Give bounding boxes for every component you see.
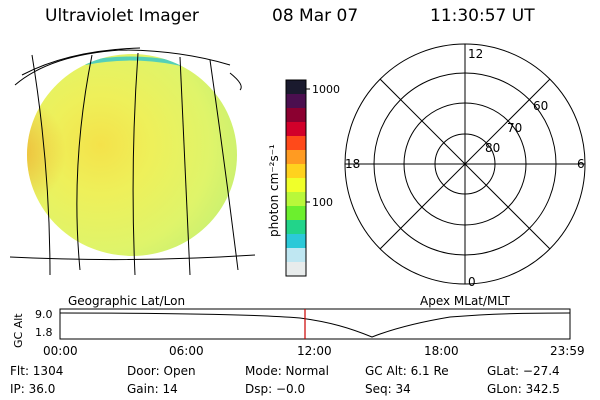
polar-mlat-mlt-plot: 12 18 6 0 60 70 80 — [344, 43, 586, 289]
mlat-label-80: 80 — [485, 141, 500, 155]
orbit-xtick-06: 06:00 — [169, 344, 204, 356]
info-gc-alt: GC Alt: 6.1 Re — [365, 364, 449, 378]
colorbar-tick-100: 100 — [312, 196, 333, 209]
colorbar-tick-1000: 1000 — [312, 83, 340, 96]
colorbar-segment — [286, 234, 306, 249]
orbit-xtick-00: 00:00 — [43, 344, 78, 356]
info-flt: Flt: 1304 — [10, 364, 64, 378]
app-title: Ultraviolet Imager — [45, 6, 199, 26]
colorbar-segment — [286, 164, 306, 179]
orbit-altitude-plot: GC Alt 9.0 1.8 00:00 06:00 12:00 18:00 2… — [12, 308, 585, 356]
info-glon: GLon: 342.5 — [487, 382, 560, 396]
colorbar-segment — [286, 262, 306, 277]
colorbar-segment — [286, 178, 306, 193]
orbit-ytick-9: 9.0 — [35, 308, 53, 321]
orbit-ytick-1.8: 1.8 — [35, 326, 53, 339]
orbit-ylabel: GC Alt — [12, 313, 25, 348]
date-label: 08 Mar 07 — [272, 6, 359, 26]
mlt-label-6: 6 — [577, 157, 585, 171]
uv-earth-image — [10, 47, 256, 276]
polar-caption: Apex MLat/MLT — [420, 294, 510, 308]
colorbar-segment — [286, 206, 306, 221]
mlat-label-60: 60 — [533, 99, 548, 113]
colorbar-segment — [286, 150, 306, 165]
mlt-label-12: 12 — [468, 47, 483, 61]
colorbar-segment — [286, 122, 306, 137]
info-door: Door: Open — [127, 364, 196, 378]
info-gain: Gain: 14 — [127, 382, 178, 396]
colorbar-segment — [286, 192, 306, 207]
info-ip: IP: 36.0 — [10, 382, 56, 396]
altitude-curve — [59, 312, 571, 338]
colorbar-segment — [286, 108, 306, 123]
colorbar-label: photon cm⁻²s⁻¹ — [267, 144, 281, 237]
colorbar-segment — [286, 220, 306, 235]
colorbar-segment — [286, 136, 306, 151]
mlt-label-18: 18 — [345, 157, 360, 171]
orbit-xtick-2359: 23:59 — [550, 344, 585, 356]
info-mode: Mode: Normal — [245, 364, 329, 378]
mlt-label-0: 0 — [468, 275, 476, 289]
time-label: 11:30:57 UT — [430, 6, 535, 26]
polar-diagonal-2 — [379, 78, 551, 250]
info-seq: Seq: 34 — [365, 382, 411, 396]
info-dsp: Dsp: −0.0 — [245, 382, 306, 396]
orbit-xtick-18: 18:00 — [424, 344, 459, 356]
mlat-label-70: 70 — [507, 121, 522, 135]
colorbar-segment — [286, 248, 306, 263]
image-caption: Geographic Lat/Lon — [68, 294, 186, 308]
info-glat: GLat: −27.4 — [487, 364, 560, 378]
intensity-colorbar: 1000 100 photon cm⁻²s⁻¹ — [267, 79, 340, 277]
colorbar-segment — [286, 94, 306, 109]
orbit-xtick-12: 12:00 — [297, 344, 332, 356]
geographic-grid — [10, 47, 256, 276]
colorbar-segment — [286, 80, 306, 95]
